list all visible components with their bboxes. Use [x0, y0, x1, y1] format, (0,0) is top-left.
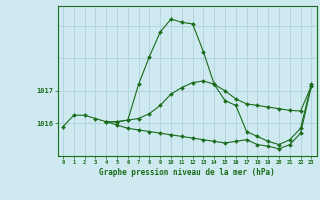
X-axis label: Graphe pression niveau de la mer (hPa): Graphe pression niveau de la mer (hPa) [99, 168, 275, 177]
